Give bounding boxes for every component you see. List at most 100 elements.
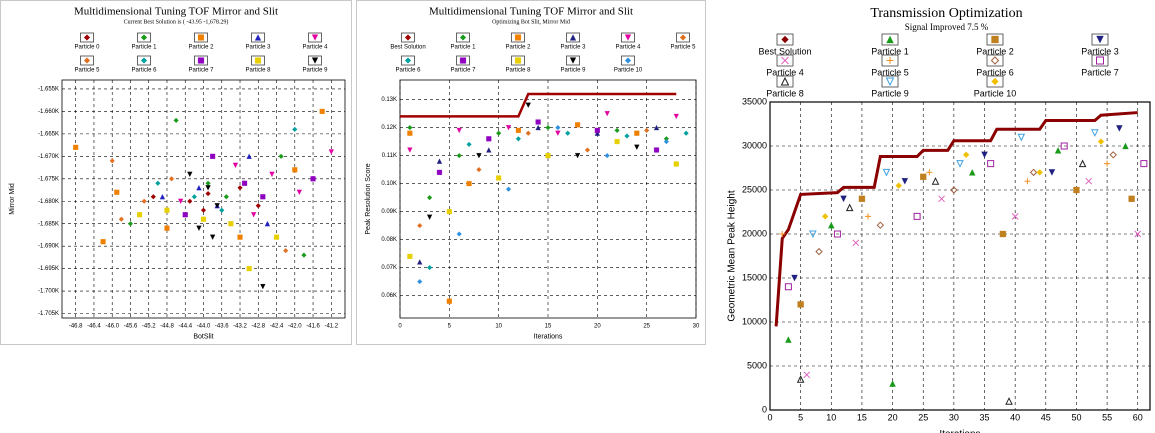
- legend-marker: [885, 77, 895, 87]
- data-point: [981, 151, 988, 159]
- data-point: [182, 212, 188, 218]
- legend-marker: [780, 76, 790, 86]
- y-tick-label: -1.665K: [38, 131, 59, 137]
- best-solution-line: [774, 111, 1138, 327]
- y-tick-label: -1.695K: [38, 266, 59, 272]
- legend-marker: [569, 34, 577, 41]
- data-point: [251, 212, 257, 218]
- data-point: [525, 102, 531, 108]
- data-point: [624, 133, 630, 139]
- x-tick-label: -42.4: [270, 324, 284, 330]
- data-point: [565, 130, 571, 136]
- data-point: [1036, 169, 1043, 176]
- x-tick-label: -45.6: [124, 324, 138, 330]
- data-point: [779, 231, 786, 237]
- x-tick-label: 5: [798, 412, 803, 422]
- data-point: [436, 169, 443, 175]
- data-point: [436, 158, 443, 164]
- data-point: [200, 216, 207, 222]
- y-tick-label: -1.670K: [38, 154, 59, 160]
- legend-label: Particle 0: [74, 44, 100, 50]
- y-tick-label: 0: [762, 404, 767, 414]
- data-point: [426, 194, 433, 201]
- data-point: [962, 151, 970, 159]
- y-tick-label: -1.680K: [38, 199, 59, 205]
- y-tick-label: 5000: [747, 360, 767, 370]
- data-point: [301, 252, 307, 258]
- data-point: [901, 178, 909, 185]
- data-point: [164, 225, 170, 231]
- legend-label: Particle 8: [505, 67, 531, 73]
- data-point: [118, 216, 124, 222]
- x-tick-label: 30: [693, 324, 700, 330]
- y-axis-label: Peak Resolution Score: [365, 163, 372, 234]
- data-point: [446, 209, 452, 215]
- chart-title: Transmission Optimization: [870, 6, 1022, 21]
- chart-panel: Multidimensional Tuning TOF Mirror and S…: [356, 0, 706, 345]
- data-point: [205, 190, 211, 197]
- data-point: [865, 213, 872, 220]
- x-tick-label: 55: [1102, 412, 1112, 422]
- data-point: [809, 230, 817, 239]
- y-tick-label: -1.660K: [38, 109, 59, 115]
- data-point: [785, 336, 792, 343]
- data-point: [456, 152, 462, 159]
- data-point: [242, 180, 248, 186]
- data-point: [653, 124, 660, 131]
- data-point: [155, 180, 161, 186]
- x-tick-label: 5: [448, 324, 452, 330]
- legend-marker: [140, 57, 148, 64]
- data-point: [196, 185, 202, 191]
- data-point: [164, 207, 170, 213]
- x-tick-label: 20: [888, 412, 898, 422]
- y-tick-label: -1.705K: [38, 311, 59, 317]
- x-axis-label: Iterations: [939, 429, 980, 433]
- data-point: [407, 124, 413, 131]
- y-tick-label: -1.675K: [38, 176, 59, 182]
- data-point: [545, 124, 551, 131]
- data-point: [999, 230, 1007, 238]
- data-point: [310, 176, 316, 182]
- x-tick-label: 15: [545, 324, 552, 330]
- legend-label: Particle 10: [974, 89, 1017, 99]
- chart-subtitle: Signal Improved 7.5 %: [905, 22, 989, 32]
- y-tick-label: 35000: [742, 96, 767, 106]
- data-point: [466, 181, 472, 187]
- y-tick-label: -1.700K: [38, 289, 59, 295]
- legend-marker: [459, 57, 467, 64]
- data-point: [882, 168, 891, 177]
- data-point: [889, 380, 896, 387]
- legend-label: Particle 1: [871, 47, 909, 57]
- y-tick-label: -1.655K: [38, 87, 59, 93]
- legend-label: Best Solution: [390, 44, 425, 50]
- x-tick-label: -44.4: [178, 324, 192, 330]
- legend-label: Particle 8: [766, 89, 804, 99]
- data-point: [594, 127, 600, 133]
- x-tick-label: -42.8: [251, 324, 265, 330]
- legend-marker: [886, 57, 894, 64]
- data-point: [828, 221, 835, 229]
- data-point: [150, 194, 156, 200]
- data-point: [417, 222, 423, 229]
- data-point: [796, 375, 805, 383]
- legend-label: Particle 9: [302, 67, 328, 73]
- legend-label: Particle 9: [871, 89, 909, 99]
- legend-label: Particle 5: [871, 68, 909, 78]
- legend-marker: [991, 35, 999, 44]
- legend-marker: [459, 34, 467, 41]
- data-point: [187, 171, 193, 178]
- data-point: [1060, 142, 1068, 150]
- x-tick-label: 20: [594, 324, 601, 330]
- data-point: [417, 259, 423, 265]
- x-tick-label: -41.6: [306, 324, 320, 330]
- data-point: [260, 194, 266, 200]
- data-point: [614, 127, 620, 134]
- data-point: [653, 147, 660, 153]
- data-point: [876, 221, 885, 229]
- x-tick-label: -42.0: [288, 324, 302, 330]
- legend-label: Particle 1: [450, 44, 476, 50]
- data-point: [200, 207, 207, 213]
- y-tick-label: 10000: [742, 316, 767, 326]
- legend-marker: [254, 57, 262, 64]
- data-point: [109, 158, 115, 164]
